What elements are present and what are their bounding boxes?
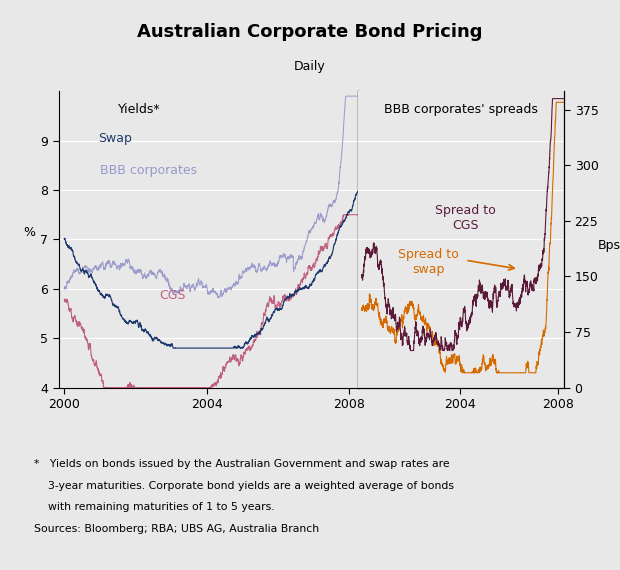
Text: Daily: Daily — [294, 60, 326, 73]
Text: Yields*: Yields* — [118, 103, 161, 116]
Text: Sources: Bloomberg; RBA; UBS AG, Australia Branch: Sources: Bloomberg; RBA; UBS AG, Austral… — [34, 524, 319, 534]
Text: with remaining maturities of 1 to 5 years.: with remaining maturities of 1 to 5 year… — [34, 502, 275, 512]
Text: Spread to
CGS: Spread to CGS — [435, 204, 495, 232]
Text: 3-year maturities. Corporate bond yields are a weighted average of bonds: 3-year maturities. Corporate bond yields… — [34, 481, 454, 491]
Text: BBB corporates' spreads: BBB corporates' spreads — [384, 103, 538, 116]
Text: Swap: Swap — [98, 132, 131, 145]
Text: BBB corporates: BBB corporates — [100, 164, 197, 177]
Text: Australian Corporate Bond Pricing: Australian Corporate Bond Pricing — [137, 23, 483, 41]
Text: Spread to
swap: Spread to swap — [397, 249, 458, 276]
Text: *   Yields on bonds issued by the Australian Government and swap rates are: * Yields on bonds issued by the Australi… — [34, 459, 450, 469]
Y-axis label: %: % — [24, 226, 35, 239]
Y-axis label: Bps: Bps — [598, 239, 620, 253]
Text: CGS: CGS — [159, 288, 186, 302]
